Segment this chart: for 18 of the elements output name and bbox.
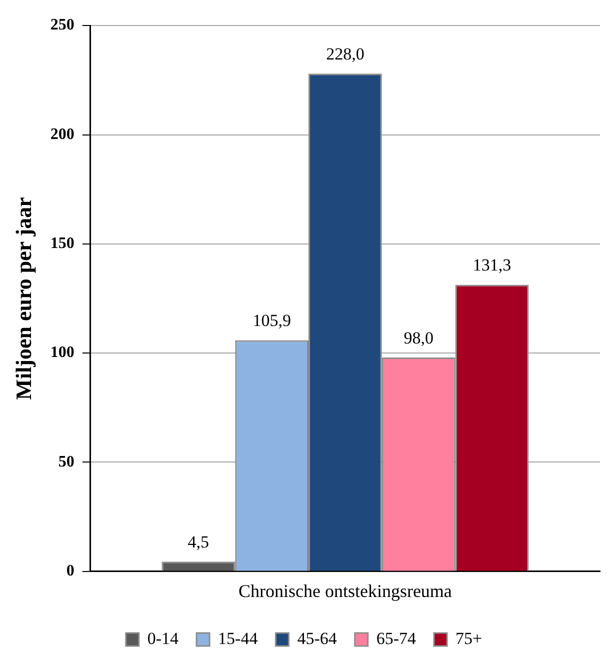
y-tick-label: 200 bbox=[50, 126, 74, 143]
y-axis-title: Miljoen euro per jaar bbox=[10, 196, 36, 400]
data-label: 98,0 bbox=[404, 328, 434, 348]
y-tick-label: 0 bbox=[66, 562, 74, 580]
y-tick-label: 50 bbox=[58, 453, 74, 470]
legend-label: 75+ bbox=[456, 628, 482, 648]
data-label: 228,0 bbox=[326, 44, 364, 64]
y-tick-label: 150 bbox=[50, 235, 74, 252]
legend-label: 0-14 bbox=[147, 628, 180, 648]
data-label: 131,3 bbox=[472, 256, 512, 275]
legend-label: 15-44 bbox=[218, 628, 258, 648]
y-tick-label: 100 bbox=[50, 344, 74, 362]
x-tick-label: Chronische ontstekingsreuma bbox=[238, 580, 452, 601]
legend-label: 45-64 bbox=[297, 628, 338, 648]
data-label: 105,9 bbox=[252, 311, 291, 330]
legend-label: 65-74 bbox=[376, 628, 417, 648]
y-tick-label: 250 bbox=[50, 16, 74, 34]
data-label: 4,5 bbox=[188, 532, 210, 552]
